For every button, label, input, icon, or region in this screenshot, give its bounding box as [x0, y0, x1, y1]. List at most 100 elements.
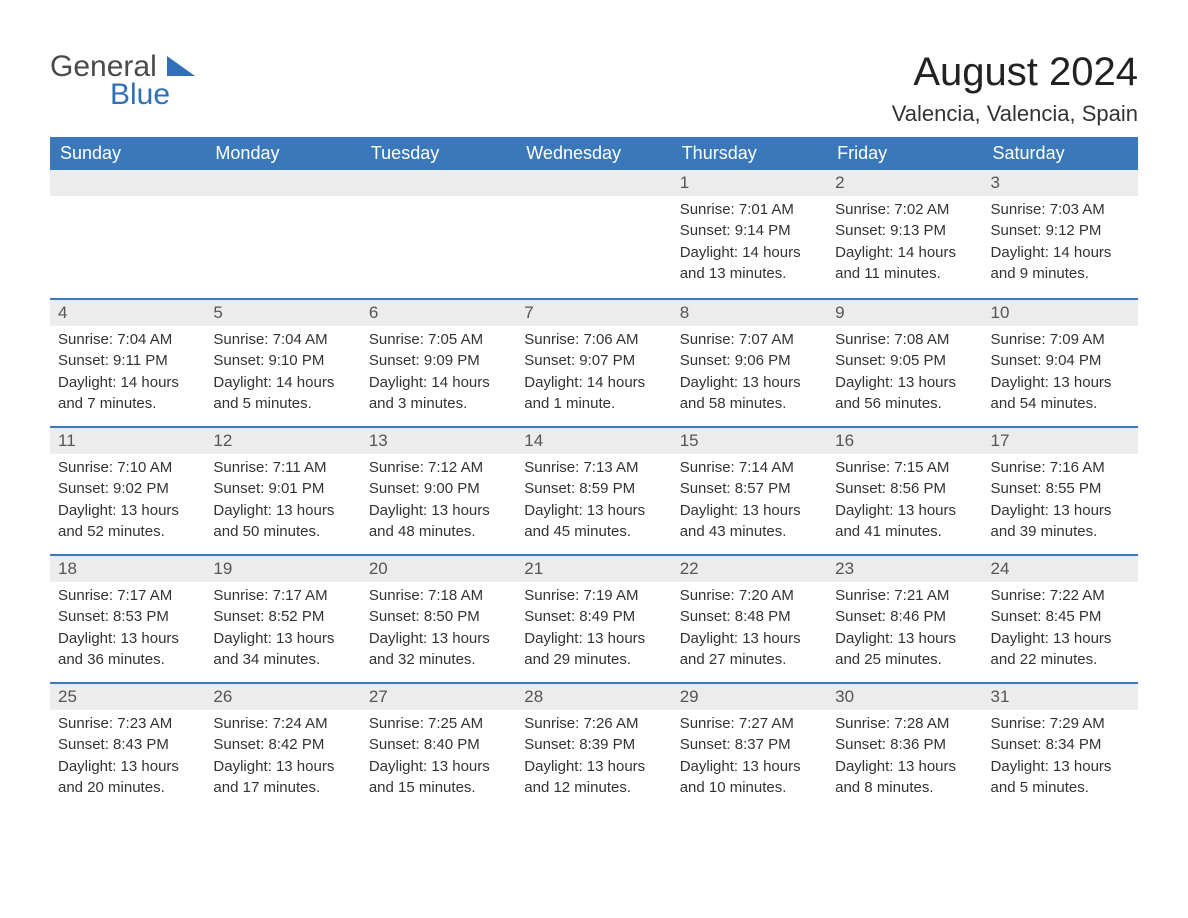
daylight-text-line1: Daylight: 13 hours [213, 757, 352, 777]
day-number: 9 [827, 300, 982, 326]
day-number: 27 [361, 684, 516, 710]
daylight-text-line1: Daylight: 13 hours [369, 629, 508, 649]
sunset-text: Sunset: 8:43 PM [58, 735, 197, 755]
daylight-text-line1: Daylight: 13 hours [213, 629, 352, 649]
daylight-text-line1: Daylight: 13 hours [835, 757, 974, 777]
sunset-text: Sunset: 9:12 PM [991, 221, 1130, 241]
day-number: 4 [50, 300, 205, 326]
sunrise-text: Sunrise: 7:18 AM [369, 586, 508, 606]
daylight-text-line1: Daylight: 13 hours [369, 757, 508, 777]
sunrise-text: Sunrise: 7:05 AM [369, 330, 508, 350]
daylight-text-line1: Daylight: 13 hours [524, 757, 663, 777]
sunrise-text: Sunrise: 7:01 AM [680, 200, 819, 220]
daylight-text-line2: and 29 minutes. [524, 650, 663, 670]
daylight-text-line2: and 36 minutes. [58, 650, 197, 670]
day-number-row: 5 [205, 298, 360, 326]
sunrise-text: Sunrise: 7:04 AM [213, 330, 352, 350]
calendar-cell: 3Sunrise: 7:03 AMSunset: 9:12 PMDaylight… [983, 170, 1138, 298]
logo-triangle-icon [167, 50, 195, 84]
day-details: Sunrise: 7:29 AMSunset: 8:34 PMDaylight:… [983, 710, 1138, 807]
day-number-row: 23 [827, 554, 982, 582]
sunset-text: Sunset: 8:55 PM [991, 479, 1130, 499]
day-number-row: 10 [983, 298, 1138, 326]
calendar-cell: 28Sunrise: 7:26 AMSunset: 8:39 PMDayligh… [516, 682, 671, 810]
daylight-text-line2: and 5 minutes. [213, 394, 352, 414]
sunset-text: Sunset: 8:45 PM [991, 607, 1130, 627]
daylight-text-line1: Daylight: 13 hours [680, 501, 819, 521]
sunrise-text: Sunrise: 7:06 AM [524, 330, 663, 350]
calendar-cell: 6Sunrise: 7:05 AMSunset: 9:09 PMDaylight… [361, 298, 516, 426]
sunset-text: Sunset: 9:05 PM [835, 351, 974, 371]
daylight-text-line1: Daylight: 14 hours [524, 373, 663, 393]
daylight-text-line1: Daylight: 13 hours [835, 501, 974, 521]
daylight-text-line2: and 58 minutes. [680, 394, 819, 414]
sunset-text: Sunset: 9:13 PM [835, 221, 974, 241]
calendar-cell: 20Sunrise: 7:18 AMSunset: 8:50 PMDayligh… [361, 554, 516, 682]
daylight-text-line1: Daylight: 13 hours [58, 757, 197, 777]
daylight-text-line2: and 20 minutes. [58, 778, 197, 798]
sunrise-text: Sunrise: 7:03 AM [991, 200, 1130, 220]
daylight-text-line2: and 8 minutes. [835, 778, 974, 798]
title-block: August 2024 Valencia, Valencia, Spain [892, 50, 1138, 127]
day-number-row: 22 [672, 554, 827, 582]
day-details: Sunrise: 7:09 AMSunset: 9:04 PMDaylight:… [983, 326, 1138, 423]
calendar-cell: 26Sunrise: 7:24 AMSunset: 8:42 PMDayligh… [205, 682, 360, 810]
day-header: Monday [205, 137, 360, 170]
day-number: 13 [361, 428, 516, 454]
day-details: Sunrise: 7:16 AMSunset: 8:55 PMDaylight:… [983, 454, 1138, 551]
calendar-cell: 25Sunrise: 7:23 AMSunset: 8:43 PMDayligh… [50, 682, 205, 810]
day-number: 2 [827, 170, 982, 196]
day-number-row: 13 [361, 426, 516, 454]
day-details: Sunrise: 7:03 AMSunset: 9:12 PMDaylight:… [983, 196, 1138, 293]
daylight-text-line1: Daylight: 13 hours [680, 373, 819, 393]
sunrise-text: Sunrise: 7:24 AM [213, 714, 352, 734]
sunset-text: Sunset: 9:09 PM [369, 351, 508, 371]
day-details: Sunrise: 7:15 AMSunset: 8:56 PMDaylight:… [827, 454, 982, 551]
day-number-row: 3 [983, 170, 1138, 196]
day-details: Sunrise: 7:25 AMSunset: 8:40 PMDaylight:… [361, 710, 516, 807]
daylight-text-line2: and 50 minutes. [213, 522, 352, 542]
daylight-text-line2: and 3 minutes. [369, 394, 508, 414]
header: General Blue August 2024 Valencia, Valen… [50, 50, 1138, 127]
daylight-text-line2: and 11 minutes. [835, 264, 974, 284]
sunrise-text: Sunrise: 7:07 AM [680, 330, 819, 350]
sunrise-text: Sunrise: 7:22 AM [991, 586, 1130, 606]
calendar-week: 4Sunrise: 7:04 AMSunset: 9:11 PMDaylight… [50, 298, 1138, 426]
sunset-text: Sunset: 8:40 PM [369, 735, 508, 755]
sunset-text: Sunset: 8:49 PM [524, 607, 663, 627]
calendar-week: 11Sunrise: 7:10 AMSunset: 9:02 PMDayligh… [50, 426, 1138, 554]
sunrise-text: Sunrise: 7:14 AM [680, 458, 819, 478]
day-number: 24 [983, 556, 1138, 582]
day-number: 23 [827, 556, 982, 582]
sunrise-text: Sunrise: 7:25 AM [369, 714, 508, 734]
calendar-cell [50, 170, 205, 298]
day-number: 26 [205, 684, 360, 710]
daylight-text-line1: Daylight: 13 hours [991, 757, 1130, 777]
calendar-cell: 8Sunrise: 7:07 AMSunset: 9:06 PMDaylight… [672, 298, 827, 426]
day-details: Sunrise: 7:24 AMSunset: 8:42 PMDaylight:… [205, 710, 360, 807]
daylight-text-line1: Daylight: 13 hours [369, 501, 508, 521]
sunset-text: Sunset: 8:34 PM [991, 735, 1130, 755]
calendar-cell: 9Sunrise: 7:08 AMSunset: 9:05 PMDaylight… [827, 298, 982, 426]
day-number: 12 [205, 428, 360, 454]
day-number: 30 [827, 684, 982, 710]
sunset-text: Sunset: 9:01 PM [213, 479, 352, 499]
calendar-week: 25Sunrise: 7:23 AMSunset: 8:43 PMDayligh… [50, 682, 1138, 810]
sunrise-text: Sunrise: 7:23 AM [58, 714, 197, 734]
calendar-cell: 30Sunrise: 7:28 AMSunset: 8:36 PMDayligh… [827, 682, 982, 810]
day-number-row: 9 [827, 298, 982, 326]
daylight-text-line1: Daylight: 13 hours [835, 373, 974, 393]
daylight-text-line2: and 45 minutes. [524, 522, 663, 542]
day-details: Sunrise: 7:13 AMSunset: 8:59 PMDaylight:… [516, 454, 671, 551]
daylight-text-line2: and 9 minutes. [991, 264, 1130, 284]
sunrise-text: Sunrise: 7:20 AM [680, 586, 819, 606]
daylight-text-line2: and 12 minutes. [524, 778, 663, 798]
day-details: Sunrise: 7:02 AMSunset: 9:13 PMDaylight:… [827, 196, 982, 293]
sunset-text: Sunset: 8:59 PM [524, 479, 663, 499]
daylight-text-line2: and 54 minutes. [991, 394, 1130, 414]
sunset-text: Sunset: 9:07 PM [524, 351, 663, 371]
day-number: 16 [827, 428, 982, 454]
sunrise-text: Sunrise: 7:02 AM [835, 200, 974, 220]
calendar-cell: 14Sunrise: 7:13 AMSunset: 8:59 PMDayligh… [516, 426, 671, 554]
calendar-cell [205, 170, 360, 298]
